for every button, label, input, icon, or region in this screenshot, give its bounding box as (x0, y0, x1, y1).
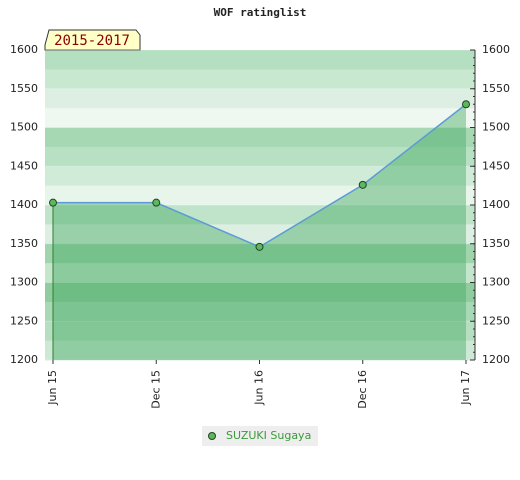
y-tick-label: 1450 (10, 159, 38, 172)
x-tick-label: Dec 15 (149, 370, 162, 409)
background-band (45, 321, 475, 342)
y2-tick-label: 1600 (482, 43, 510, 56)
data-point (255, 242, 264, 251)
background-band (45, 224, 475, 245)
x-tick-label: Jun 15 (46, 370, 59, 406)
y-tick-label: 1400 (10, 198, 38, 211)
background-band (45, 301, 475, 322)
y-tick-label: 1200 (10, 353, 38, 366)
y-tick-label: 1350 (10, 237, 38, 250)
x-tick-label: Jun 17 (459, 370, 472, 406)
legend-marker (208, 432, 216, 440)
y-tick-label: 1300 (10, 276, 38, 289)
y2-tick-label: 1300 (482, 276, 510, 289)
background-band (45, 69, 475, 90)
data-point (49, 198, 57, 207)
y2-tick-label: 1200 (482, 353, 510, 366)
background-band (45, 205, 475, 225)
background-band (45, 127, 475, 148)
background-band (45, 185, 475, 206)
background-band (45, 88, 475, 109)
legend (202, 426, 318, 446)
background-band (45, 340, 475, 361)
chart-title: WOF ratinglist (214, 6, 307, 19)
period-badge (44, 29, 141, 51)
data-point (462, 100, 470, 109)
background-band (45, 50, 475, 70)
y-tick-label: 1550 (10, 82, 38, 95)
y2-tick-label: 1350 (482, 237, 510, 250)
x-tick-label: Jun 16 (253, 370, 266, 406)
y2-tick-label: 1250 (482, 314, 510, 327)
y-tick-label: 1500 (10, 121, 38, 134)
data-point (358, 180, 367, 189)
background-band (45, 243, 475, 264)
y-tick-label: 1250 (10, 314, 38, 327)
x-tick-label: Dec 16 (356, 370, 369, 409)
plot-area (45, 50, 475, 361)
y2-tick-label: 1550 (482, 82, 510, 95)
background-band (45, 282, 475, 303)
area-fill (53, 104, 466, 360)
period-label: 2015-2017 (54, 33, 130, 49)
background-band (45, 108, 475, 128)
y-tick-label: 1600 (10, 43, 38, 56)
data-point (152, 198, 161, 207)
y2-tick-label: 1500 (482, 121, 510, 134)
y2-tick-label: 1450 (482, 159, 510, 172)
y2-tick-label: 1400 (482, 198, 510, 211)
legend-label: SUZUKI Sugaya (226, 429, 311, 442)
background-band (45, 263, 475, 283)
background-band (45, 146, 475, 167)
